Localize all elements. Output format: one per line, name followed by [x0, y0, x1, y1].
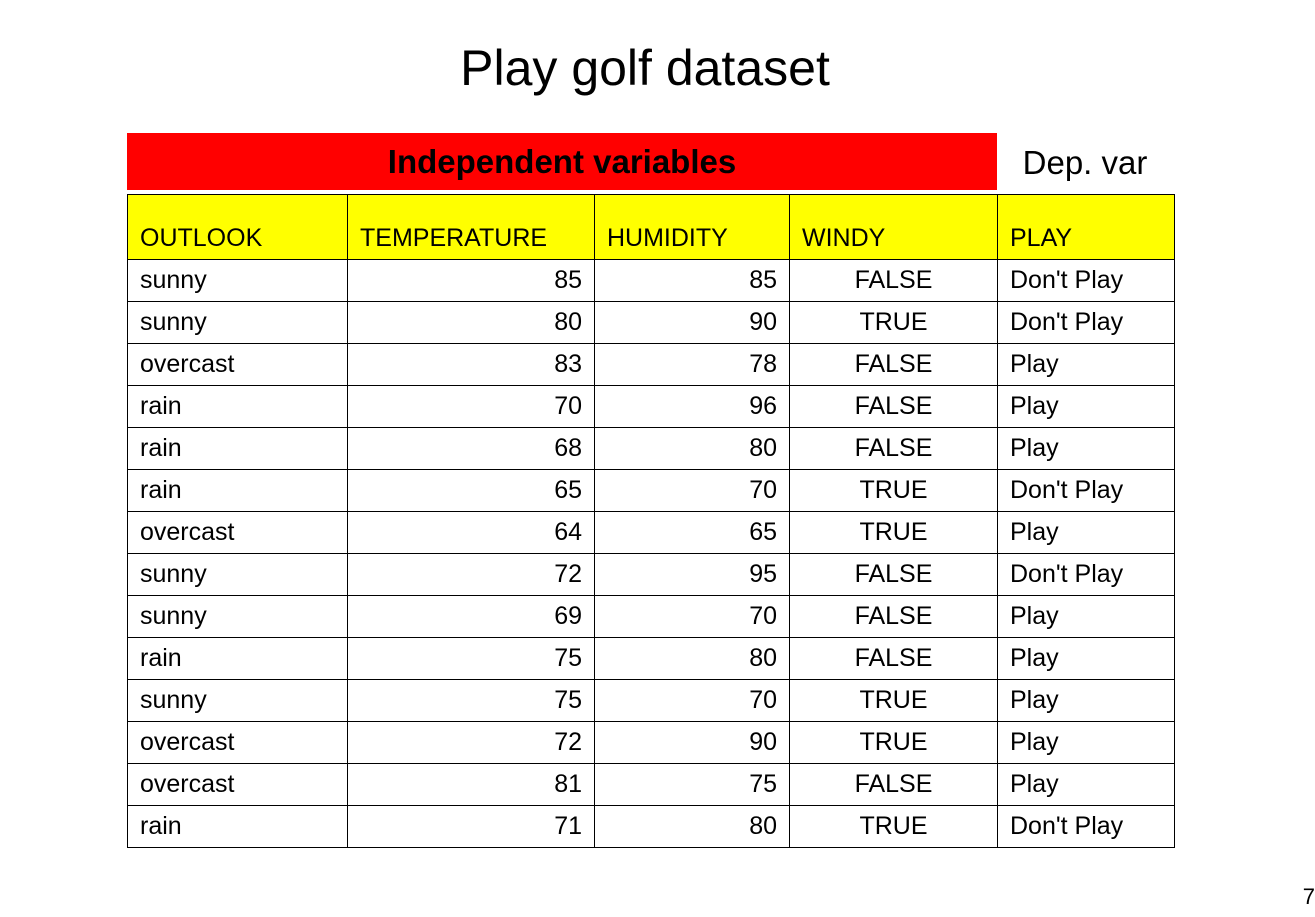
page-title: Play golf dataset [460, 40, 830, 96]
cell-temperature: 68 [347, 427, 595, 470]
cell-humidity: 80 [594, 805, 790, 848]
cell-play: Play [997, 721, 1175, 764]
cell-windy: TRUE [789, 511, 998, 554]
cell-outlook: sunny [127, 553, 348, 596]
cell-play: Don't Play [997, 553, 1175, 596]
cell-play: Play [997, 679, 1175, 722]
page-number: 7 [1302, 884, 1315, 909]
cell-outlook: rain [127, 805, 348, 848]
cell-play: Play [997, 385, 1175, 428]
cell-temperature: 72 [347, 721, 595, 764]
table-row: rain 71 80 TRUE Don't Play [127, 805, 1175, 848]
cell-outlook: sunny [127, 595, 348, 638]
cell-humidity: 70 [594, 679, 790, 722]
cell-outlook: rain [127, 427, 348, 470]
cell-humidity: 85 [594, 259, 790, 302]
cell-outlook: overcast [127, 511, 348, 554]
cell-humidity: 96 [594, 385, 790, 428]
cell-windy: FALSE [789, 385, 998, 428]
table-row: sunny 85 85 FALSE Don't Play [127, 259, 1175, 302]
cell-play: Play [997, 343, 1175, 386]
cell-windy: FALSE [789, 427, 998, 470]
column-header-play: PLAY [997, 194, 1175, 260]
cell-humidity: 70 [594, 469, 790, 512]
cell-humidity: 95 [594, 553, 790, 596]
table-row: sunny 72 95 FALSE Don't Play [127, 553, 1175, 596]
cell-windy: TRUE [789, 469, 998, 512]
cell-windy: FALSE [789, 595, 998, 638]
cell-temperature: 69 [347, 595, 595, 638]
cell-windy: FALSE [789, 343, 998, 386]
cell-windy: FALSE [789, 637, 998, 680]
cell-temperature: 80 [347, 301, 595, 344]
cell-temperature: 70 [347, 385, 595, 428]
cell-humidity: 90 [594, 301, 790, 344]
cell-humidity: 80 [594, 427, 790, 470]
cell-play: Play [997, 427, 1175, 470]
independent-variables-banner: Independent variables [127, 133, 997, 190]
table-row: rain 68 80 FALSE Play [127, 427, 1175, 470]
cell-temperature: 72 [347, 553, 595, 596]
cell-windy: FALSE [789, 259, 998, 302]
cell-temperature: 65 [347, 469, 595, 512]
table-row: rain 75 80 FALSE Play [127, 637, 1175, 680]
cell-outlook: sunny [127, 259, 348, 302]
cell-windy: TRUE [789, 805, 998, 848]
cell-temperature: 81 [347, 763, 595, 806]
cell-windy: FALSE [789, 763, 998, 806]
cell-temperature: 83 [347, 343, 595, 386]
cell-humidity: 80 [594, 637, 790, 680]
column-header-temperature: TEMPERATURE [347, 194, 595, 260]
table-row: overcast 72 90 TRUE Play [127, 721, 1175, 764]
cell-outlook: rain [127, 637, 348, 680]
cell-temperature: 75 [347, 637, 595, 680]
cell-humidity: 70 [594, 595, 790, 638]
table-row: rain 65 70 TRUE Don't Play [127, 469, 1175, 512]
cell-windy: TRUE [789, 301, 998, 344]
cell-play: Don't Play [997, 805, 1175, 848]
cell-temperature: 75 [347, 679, 595, 722]
cell-play: Play [997, 763, 1175, 806]
cell-play: Play [997, 511, 1175, 554]
cell-outlook: overcast [127, 763, 348, 806]
cell-humidity: 65 [594, 511, 790, 554]
cell-outlook: overcast [127, 721, 348, 764]
table-row: overcast 64 65 TRUE Play [127, 511, 1175, 554]
column-header-windy: WINDY [789, 194, 998, 260]
cell-play: Don't Play [997, 301, 1175, 344]
table-row: sunny 80 90 TRUE Don't Play [127, 301, 1175, 344]
cell-play: Don't Play [997, 469, 1175, 512]
cell-outlook: rain [127, 469, 348, 512]
table-row: overcast 83 78 FALSE Play [127, 343, 1175, 386]
cell-temperature: 71 [347, 805, 595, 848]
cell-outlook: overcast [127, 343, 348, 386]
cell-play: Play [997, 595, 1175, 638]
cell-windy: TRUE [789, 679, 998, 722]
column-header-outlook: OUTLOOK [127, 194, 348, 260]
cell-windy: FALSE [789, 553, 998, 596]
cell-outlook: sunny [127, 679, 348, 722]
cell-windy: TRUE [789, 721, 998, 764]
table-row: overcast 81 75 FALSE Play [127, 763, 1175, 806]
table-header-row: OUTLOOK TEMPERATURE HUMIDITY WINDY PLAY [127, 194, 1175, 260]
cell-temperature: 85 [347, 259, 595, 302]
golf-data-table: OUTLOOK TEMPERATURE HUMIDITY WINDY PLAY … [127, 194, 1175, 848]
cell-outlook: rain [127, 385, 348, 428]
cell-humidity: 75 [594, 763, 790, 806]
table-row: sunny 69 70 FALSE Play [127, 595, 1175, 638]
dependent-variable-label: Dep. var [1022, 144, 1148, 181]
table-row: rain 70 96 FALSE Play [127, 385, 1175, 428]
cell-play: Don't Play [997, 259, 1175, 302]
cell-temperature: 64 [347, 511, 595, 554]
column-header-humidity: HUMIDITY [594, 194, 790, 260]
cell-humidity: 90 [594, 721, 790, 764]
cell-outlook: sunny [127, 301, 348, 344]
cell-play: Play [997, 637, 1175, 680]
table-row: sunny 75 70 TRUE Play [127, 679, 1175, 722]
cell-humidity: 78 [594, 343, 790, 386]
